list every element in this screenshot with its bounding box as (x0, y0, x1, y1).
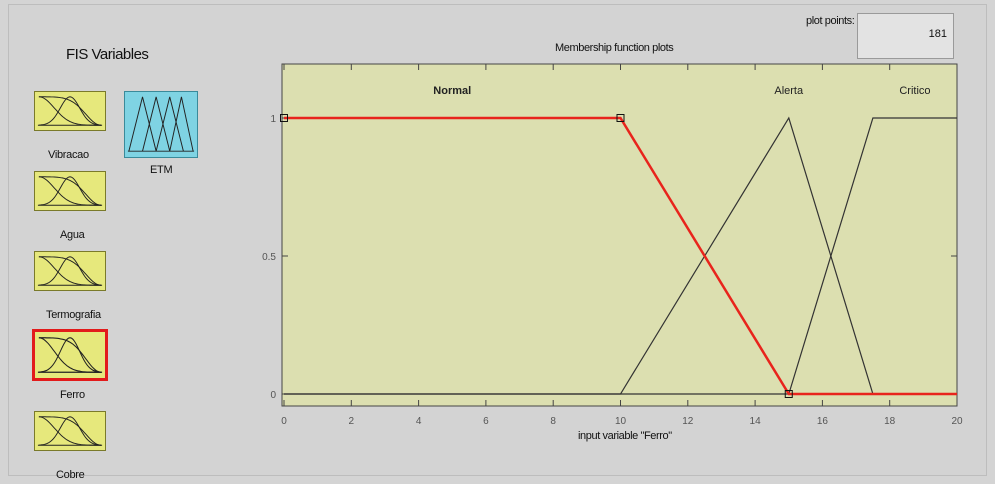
plot-points-input[interactable]: 181 (857, 13, 954, 59)
mf-shape-icon (37, 416, 103, 446)
plot-points-label: plot points: (806, 15, 855, 27)
axis-ticks: 0 2 4 6 8 10 12 14 16 18 20 0 0.5 1 (262, 64, 963, 427)
input-variable-cobre[interactable] (34, 411, 106, 451)
input-variable-termografia[interactable] (34, 251, 106, 291)
mf-label-alerta: Alerta (774, 85, 804, 97)
mf-curve-critico[interactable] (284, 117, 957, 395)
y-tick-label: 0 (270, 390, 276, 401)
plot-area (281, 63, 958, 407)
mf-shape-icon (37, 96, 103, 126)
plot-title: Membership function plots (555, 42, 674, 54)
input-label-cobre: Cobre (56, 469, 85, 481)
mf-label-critico: Critico (899, 85, 930, 97)
x-tick-label: 10 (615, 416, 627, 427)
mf-handle[interactable] (784, 390, 793, 398)
output-variable-etm[interactable] (124, 91, 198, 158)
mf-shape-icon (37, 337, 103, 373)
fis-variables-title: FIS Variables (66, 46, 149, 63)
input-variable-agua[interactable] (34, 171, 106, 211)
x-tick-label: 6 (483, 416, 489, 427)
x-tick-label: 18 (884, 416, 896, 427)
x-tick-label: 2 (349, 416, 355, 427)
x-tick-label: 8 (550, 416, 556, 427)
mf-shape-icon (37, 256, 103, 286)
mf-handle[interactable] (280, 114, 288, 122)
mf-shape-icon (37, 176, 103, 206)
x-tick-label: 20 (951, 416, 963, 427)
input-label-agua: Agua (60, 229, 85, 241)
x-tick-label: 0 (281, 416, 287, 427)
mf-shape-icon (127, 96, 195, 152)
output-label-etm: ETM (150, 164, 173, 176)
x-tick-label: 14 (750, 416, 762, 427)
mf-handle[interactable] (616, 114, 625, 122)
input-label-vibracao: Vibracao (48, 149, 89, 161)
x-tick-label: 16 (817, 416, 829, 427)
input-label-termografia: Termografia (46, 309, 101, 321)
mf-curve-normal[interactable] (284, 116, 957, 396)
input-variable-vibracao[interactable] (34, 91, 106, 131)
input-label-ferro: Ferro (60, 389, 85, 401)
x-tick-label: 4 (416, 416, 422, 427)
y-tick-label: 0.5 (262, 252, 276, 263)
input-variable-ferro[interactable] (32, 329, 108, 381)
y-tick-label: 1 (270, 114, 276, 125)
mf-label-normal: Normal (433, 85, 471, 97)
x-tick-label: 12 (682, 416, 694, 427)
membership-curves: Alerta Critico Normal (280, 85, 957, 398)
x-axis-label: input variable "Ferro" (578, 430, 672, 442)
